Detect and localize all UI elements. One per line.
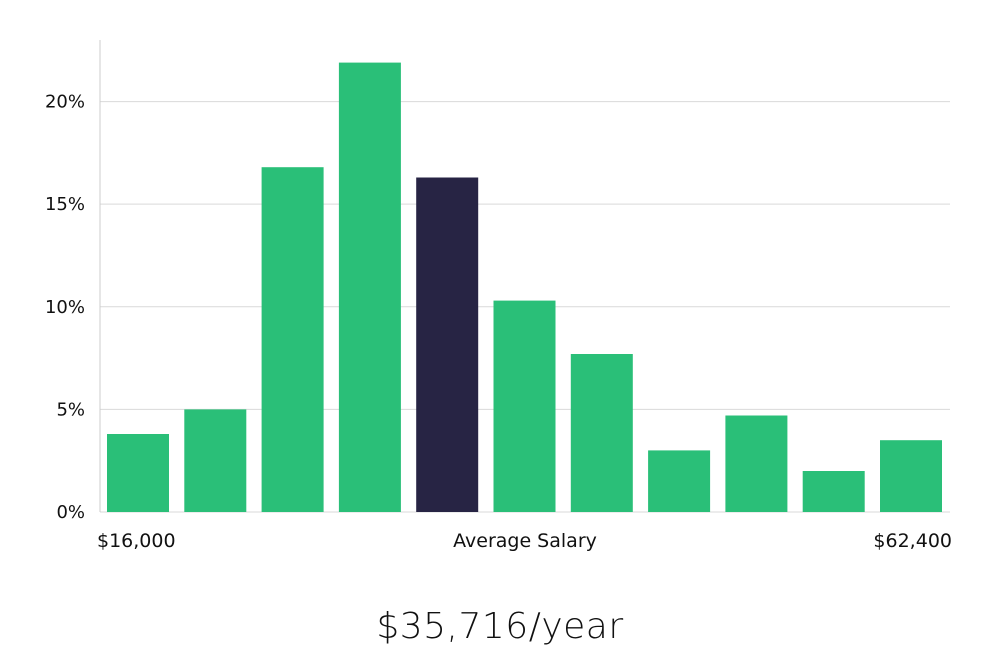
bar [338,62,401,512]
salary-histogram: 0% 5% 10% 15% 20% $16,000 Average Salary $62… [45,40,952,552]
y-tick-label: 15% [45,194,85,215]
x-min-label: $16,000 [97,530,176,552]
average-salary-value: $35,716/year [376,606,624,647]
y-tick-label: 0% [56,502,85,523]
x-max-label: $62,400 [873,530,952,552]
x-axis-title: Average Salary [453,530,597,552]
bar [802,471,865,512]
bar [570,354,633,512]
bar [725,415,788,512]
bar [880,440,942,512]
y-tick-label: 20% [45,92,85,113]
bars [107,62,942,512]
bar [493,300,556,512]
bar [184,409,247,512]
y-tick-labels: 0% 5% 10% 15% 20% [45,92,85,523]
bar [107,434,169,512]
y-tick-label: 5% [56,399,85,420]
y-tick-label: 10% [45,297,85,318]
bar [261,167,324,512]
bar-average-salary [416,177,479,512]
bar [648,450,711,512]
